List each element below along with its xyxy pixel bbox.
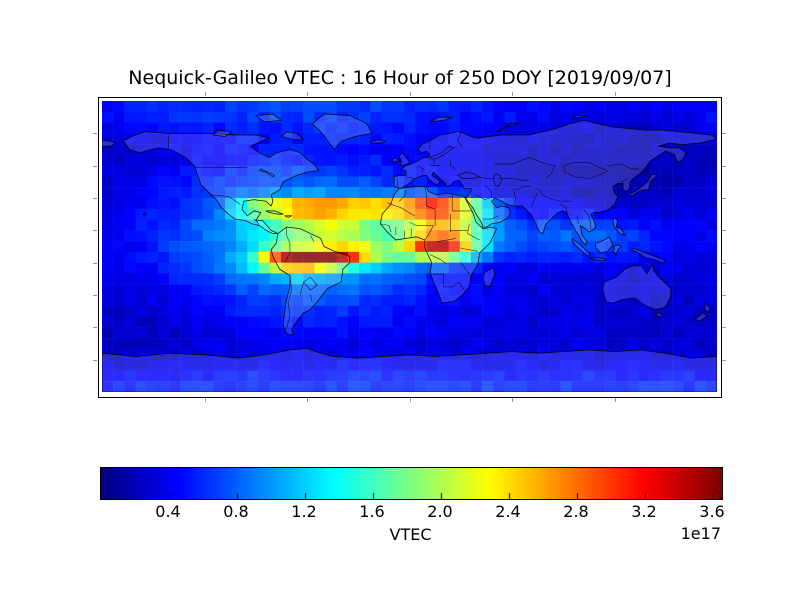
colorbar-tick-label: 3.2 — [631, 502, 657, 521]
colorbar-gradient — [101, 468, 722, 499]
colorbar — [100, 467, 723, 500]
frame-tick — [615, 398, 616, 402]
colorbar-tick-label: 3.6 — [699, 502, 725, 521]
frame-tick — [722, 327, 726, 328]
frame-tick — [512, 398, 513, 402]
frame-tick — [722, 166, 726, 167]
vtec-heatmap — [102, 101, 717, 392]
frame-tick — [307, 92, 308, 96]
frame-tick — [93, 327, 97, 328]
colorbar-offset-label: 1e17 — [680, 524, 721, 543]
frame-tick — [722, 263, 726, 264]
map-plot-area — [102, 101, 717, 392]
colorbar-tick-label: 2.0 — [427, 502, 453, 521]
frame-tick — [93, 198, 97, 199]
frame-tick — [93, 263, 97, 264]
colorbar-tick-label: 2.4 — [495, 502, 521, 521]
frame-tick — [93, 133, 97, 134]
frame-tick — [410, 398, 411, 402]
frame-tick — [93, 295, 97, 296]
colorbar-tick-label: 2.8 — [563, 502, 589, 521]
frame-tick — [512, 92, 513, 96]
frame-tick — [722, 133, 726, 134]
frame-tick — [722, 295, 726, 296]
frame-tick — [93, 166, 97, 167]
colorbar-tick-label: 0.4 — [155, 502, 181, 521]
frame-tick — [722, 360, 726, 361]
frame-tick — [722, 198, 726, 199]
frame-tick — [205, 92, 206, 96]
colorbar-tick-label: 1.6 — [359, 502, 385, 521]
frame-tick — [307, 398, 308, 402]
frame-tick — [722, 230, 726, 231]
colorbar-tick-label: 1.2 — [291, 502, 317, 521]
frame-tick — [615, 92, 616, 96]
colorbar-tick-label: 0.8 — [223, 502, 249, 521]
frame-tick — [410, 92, 411, 96]
frame-tick — [205, 398, 206, 402]
frame-tick — [93, 360, 97, 361]
colorbar-axis-label: VTEC — [389, 525, 432, 544]
frame-tick — [93, 230, 97, 231]
plot-title: Nequick-Galileo VTEC : 16 Hour of 250 DO… — [128, 67, 672, 89]
